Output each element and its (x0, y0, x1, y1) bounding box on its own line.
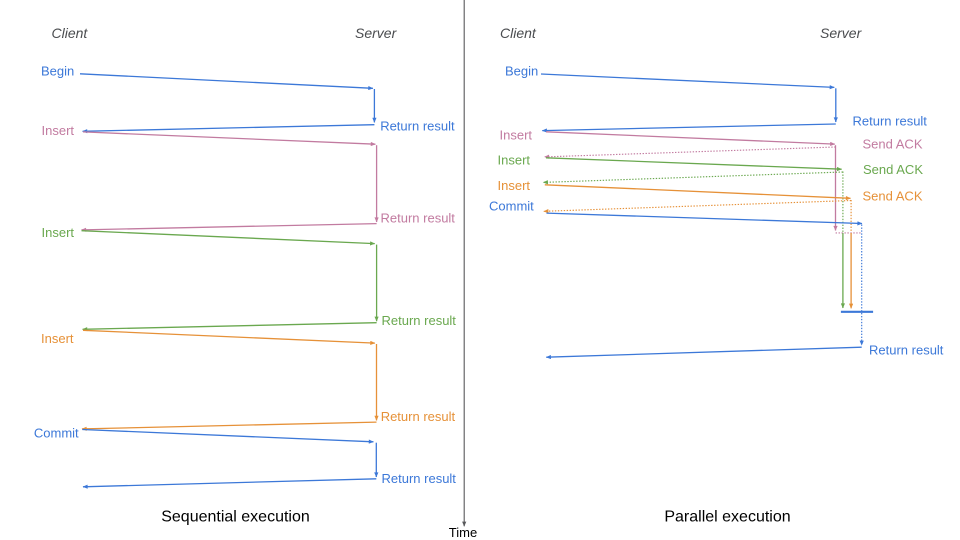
svg-text:Server: Server (355, 25, 398, 41)
svg-text:Send ACK: Send ACK (863, 188, 923, 203)
svg-text:Commit: Commit (34, 426, 79, 441)
svg-text:Insert: Insert (42, 123, 75, 138)
svg-text:Begin: Begin (505, 64, 538, 79)
svg-text:Return result: Return result (381, 210, 456, 225)
svg-text:Server: Server (820, 25, 863, 41)
svg-text:Insert: Insert (498, 178, 531, 193)
svg-text:Return result: Return result (853, 114, 928, 129)
svg-text:Send ACK: Send ACK (863, 162, 923, 177)
svg-text:Send ACK: Send ACK (863, 136, 923, 151)
svg-text:Commit: Commit (489, 199, 534, 214)
svg-text:Return result: Return result (382, 313, 457, 328)
svg-text:Insert: Insert (41, 331, 74, 346)
svg-text:Return result: Return result (381, 409, 456, 424)
svg-text:Return result: Return result (869, 343, 944, 358)
svg-text:Insert: Insert (500, 128, 533, 143)
svg-text:Insert: Insert (42, 225, 75, 240)
svg-text:Client: Client (500, 25, 537, 41)
svg-text:Return result: Return result (380, 118, 455, 133)
svg-text:Return result: Return result (382, 471, 457, 486)
svg-text:Client: Client (52, 25, 89, 41)
svg-text:Parallel execution: Parallel execution (664, 509, 790, 526)
svg-text:Begin: Begin (41, 64, 74, 79)
svg-text:Insert: Insert (498, 153, 531, 168)
svg-text:Time: Time (449, 525, 477, 540)
svg-text:Sequential execution: Sequential execution (161, 509, 310, 526)
